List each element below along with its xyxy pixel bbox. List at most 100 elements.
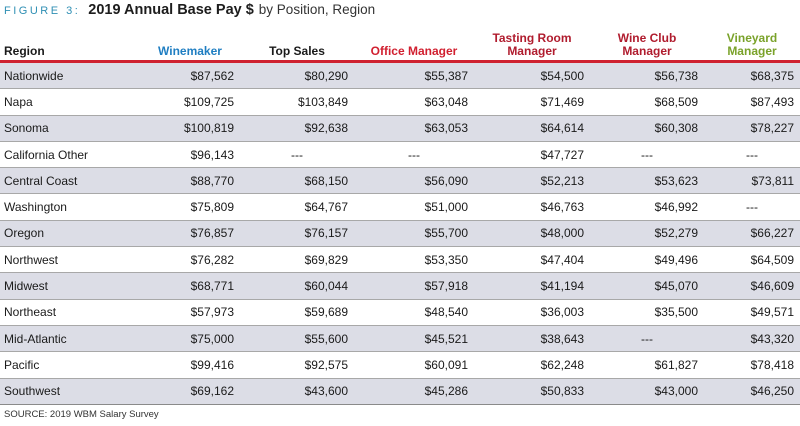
pay-value-cell: $73,811: [704, 167, 800, 195]
table-row: Southwest $69,162 $43,600 $45,286 $50,833 $43…: [0, 378, 800, 405]
pay-value-cell: $49,571: [704, 299, 800, 326]
table-row: Sonoma $100,819 $92,638 $63,053 $64,614 $60,3…: [0, 115, 800, 142]
pay-value-cell: $46,763: [474, 193, 590, 221]
region-cell: Napa: [0, 88, 140, 116]
pay-value-cell: $63,048: [354, 88, 474, 116]
pay-value-cell: $109,725: [140, 88, 240, 116]
column-header-region: Region: [0, 28, 140, 63]
region-cell: Nationwide: [0, 61, 140, 90]
pay-value-cell: $60,044: [240, 272, 354, 300]
column-header-winemaker: Winemaker: [140, 28, 240, 63]
pay-value-cell: $46,992: [590, 193, 704, 221]
column-header-top-sales: Top Sales: [240, 28, 354, 63]
pay-value-cell: $45,521: [354, 325, 474, 353]
table-row: Mid-Atlantic $75,000 $55,600 $45,521 $38,643…: [0, 325, 800, 353]
pay-value-cell: $52,279: [590, 220, 704, 248]
pay-value-cell: $87,493: [704, 88, 800, 116]
figure-label: FIGURE 3:: [4, 5, 81, 17]
pay-value-cell: $45,070: [590, 272, 704, 300]
pay-value-cell: $99,416: [140, 351, 240, 379]
pay-value-cell: $76,282: [140, 246, 240, 274]
column-header-wine-club-manager: Wine Club Manager: [590, 28, 704, 63]
pay-value-cell: $100,819: [140, 115, 240, 142]
column-header-tasting-room-manager: Tasting Room Manager: [474, 28, 590, 63]
pay-value-cell: $88,770: [140, 167, 240, 195]
pay-value-cell: ---: [704, 193, 800, 221]
pay-value-cell: $87,562: [140, 61, 240, 90]
pay-value-cell: $75,809: [140, 193, 240, 221]
pay-value-cell: $68,509: [590, 88, 704, 116]
region-cell: Mid-Atlantic: [0, 325, 140, 353]
pay-value-cell: $41,194: [474, 272, 590, 300]
pay-value-cell: $78,227: [704, 115, 800, 142]
table-row: Northeast $57,973 $59,689 $48,540 $36,003 $35…: [0, 299, 800, 326]
table-header-row: Region Winemaker Top Sales Office Manager T…: [0, 28, 800, 63]
pay-value-cell: $64,614: [474, 115, 590, 142]
pay-value-cell: $68,771: [140, 272, 240, 300]
pay-value-cell: $46,250: [704, 378, 800, 405]
pay-value-cell: $35,500: [590, 299, 704, 326]
pay-value-cell: $96,143: [140, 141, 240, 169]
pay-value-cell: $47,727: [474, 141, 590, 169]
pay-value-cell: $103,849: [240, 88, 354, 116]
pay-value-cell: $76,157: [240, 220, 354, 248]
pay-value-cell: $66,227: [704, 220, 800, 248]
pay-value-cell: $43,000: [590, 378, 704, 405]
pay-value-cell: ---: [704, 141, 800, 169]
pay-value-cell: $49,496: [590, 246, 704, 274]
pay-value-cell: $92,638: [240, 115, 354, 142]
table-row: Northwest $76,282 $69,829 $53,350 $47,404 $49…: [0, 246, 800, 274]
pay-value-cell: ---: [590, 141, 704, 169]
region-cell: California Other: [0, 141, 140, 169]
pay-value-cell: $76,857: [140, 220, 240, 248]
pay-value-cell: $57,973: [140, 299, 240, 326]
pay-value-cell: $75,000: [140, 325, 240, 353]
pay-value-cell: $60,308: [590, 115, 704, 142]
pay-value-cell: $43,600: [240, 378, 354, 405]
pay-value-cell: $45,286: [354, 378, 474, 405]
pay-value-cell: $68,375: [704, 61, 800, 90]
pay-value-cell: $38,643: [474, 325, 590, 353]
region-cell: Northwest: [0, 246, 140, 274]
pay-value-cell: $46,609: [704, 272, 800, 300]
figure-main-title: 2019 Annual Base Pay $: [88, 2, 254, 18]
region-cell: Oregon: [0, 220, 140, 248]
pay-value-cell: $63,053: [354, 115, 474, 142]
table-body: Nationwide $87,562 $80,290 $55,387 $54,500 $5…: [0, 61, 800, 405]
pay-value-cell: $78,418: [704, 351, 800, 379]
table-row: Pacific $99,416 $92,575 $60,091 $62,248 $61,8…: [0, 351, 800, 379]
source-note: SOURCE: 2019 WBM Salary Survey: [4, 409, 159, 420]
pay-value-cell: $55,600: [240, 325, 354, 353]
pay-value-cell: $60,091: [354, 351, 474, 379]
table-row: Washington $75,809 $64,767 $51,000 $46,763 $4…: [0, 193, 800, 221]
pay-value-cell: $43,320: [704, 325, 800, 353]
region-cell: Pacific: [0, 351, 140, 379]
pay-value-cell: $51,000: [354, 193, 474, 221]
pay-value-cell: ---: [240, 141, 354, 169]
pay-value-cell: $64,509: [704, 246, 800, 274]
region-cell: Central Coast: [0, 167, 140, 195]
region-cell: Washington: [0, 193, 140, 221]
pay-value-cell: $53,350: [354, 246, 474, 274]
pay-value-cell: $56,090: [354, 167, 474, 195]
pay-value-cell: $55,700: [354, 220, 474, 248]
pay-value-cell: $62,248: [474, 351, 590, 379]
pay-value-cell: $59,689: [240, 299, 354, 326]
pay-value-cell: $64,767: [240, 193, 354, 221]
table-row: Central Coast $88,770 $68,150 $56,090 $52,21…: [0, 167, 800, 195]
pay-value-cell: $50,833: [474, 378, 590, 405]
region-cell: Southwest: [0, 378, 140, 405]
pay-value-cell: $55,387: [354, 61, 474, 90]
column-header-office-manager: Office Manager: [354, 28, 474, 63]
region-cell: Northeast: [0, 299, 140, 326]
pay-value-cell: $56,738: [590, 61, 704, 90]
table-row: Oregon $76,857 $76,157 $55,700 $48,000 $52,27…: [0, 220, 800, 248]
pay-value-cell: $57,918: [354, 272, 474, 300]
pay-value-cell: $53,623: [590, 167, 704, 195]
table-row: Midwest $68,771 $60,044 $57,918 $41,194 $45,0…: [0, 272, 800, 300]
pay-value-cell: $68,150: [240, 167, 354, 195]
figure-title: FIGURE 3: 2019 Annual Base Pay $ by Posi…: [4, 2, 375, 24]
pay-value-cell: $71,469: [474, 88, 590, 116]
pay-value-cell: $92,575: [240, 351, 354, 379]
pay-value-cell: ---: [590, 325, 704, 353]
